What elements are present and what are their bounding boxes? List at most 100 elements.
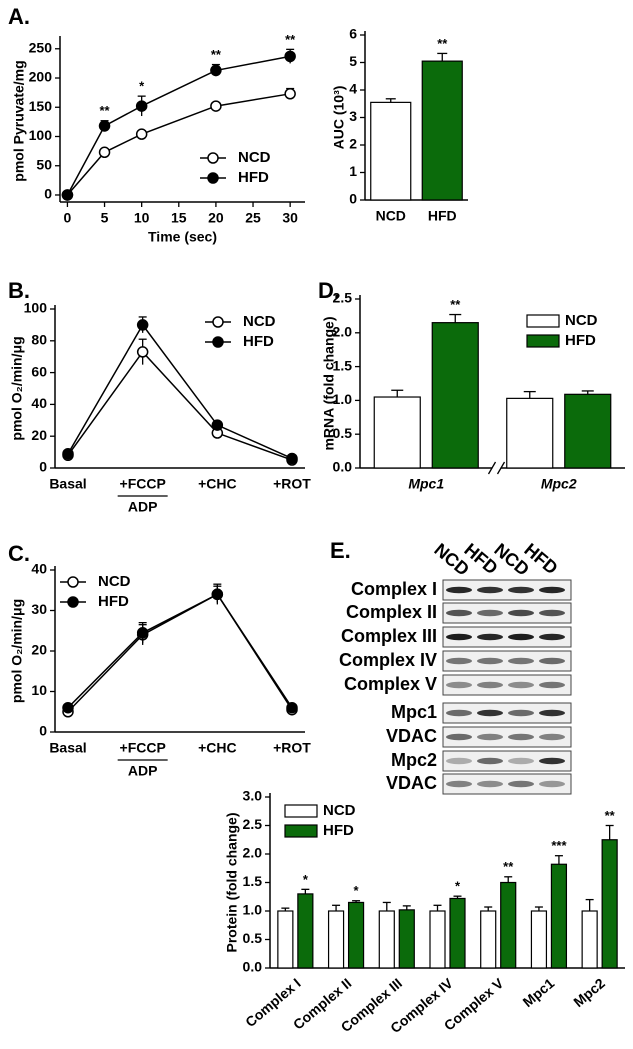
marker bbox=[284, 88, 296, 100]
legend-label: NCD bbox=[565, 312, 598, 329]
blot-row-label: Complex V bbox=[344, 674, 437, 694]
x-tick-label: 15 bbox=[171, 210, 187, 226]
y-axis-title: Protein (fold change) bbox=[224, 813, 240, 953]
blot-band bbox=[477, 609, 503, 617]
axis-break bbox=[487, 461, 497, 475]
bar bbox=[327, 910, 345, 969]
marker bbox=[136, 627, 149, 639]
bar bbox=[370, 101, 412, 201]
blot-strip bbox=[442, 579, 572, 601]
blot-band bbox=[446, 586, 472, 594]
x-tick-label: Mpc2 bbox=[541, 476, 577, 492]
legend-swatch bbox=[526, 314, 560, 328]
y-tick-label: 1.5 bbox=[333, 357, 353, 373]
significance-label: *** bbox=[551, 838, 567, 853]
blot-row-label: Complex IV bbox=[339, 650, 437, 670]
chart-panel: C. 0 10 20 30 40 pmol O₂/min/μg Basal +FCCP ADP +C… bbox=[8, 541, 311, 779]
legend-label: NCD bbox=[98, 573, 131, 590]
y-tick-label: 100 bbox=[24, 300, 48, 316]
y-tick-label: 40 bbox=[31, 395, 47, 411]
panel-label: C. bbox=[8, 541, 30, 566]
bar bbox=[581, 910, 598, 969]
legend-swatch bbox=[284, 824, 318, 838]
blot-band bbox=[446, 733, 472, 741]
bar bbox=[347, 901, 365, 969]
bar bbox=[297, 893, 314, 969]
bar bbox=[398, 909, 415, 969]
axis-break bbox=[496, 461, 506, 475]
blot-row-label: Mpc2 bbox=[391, 750, 437, 770]
blot-band bbox=[446, 657, 472, 665]
significance-label: ** bbox=[450, 297, 461, 312]
y-tick-label: 1.5 bbox=[243, 873, 263, 889]
blot-strip bbox=[442, 674, 572, 696]
y-tick-label: 2.5 bbox=[333, 290, 353, 306]
marker bbox=[135, 128, 148, 140]
y-tick-label: 1 bbox=[349, 163, 357, 179]
legend-swatch bbox=[284, 804, 318, 818]
blot-row-label: Complex I bbox=[351, 579, 437, 599]
x-tick-label: 10 bbox=[134, 210, 150, 226]
y-tick-label: 200 bbox=[29, 69, 53, 85]
legend-label: NCD bbox=[238, 149, 271, 166]
legend-label: HFD bbox=[565, 332, 596, 349]
marker bbox=[98, 120, 111, 132]
y-tick-label: 60 bbox=[31, 363, 47, 379]
blot-band bbox=[477, 757, 503, 765]
significance-label: * bbox=[139, 79, 145, 94]
legend-marker bbox=[212, 316, 224, 328]
legend-label: NCD bbox=[243, 313, 276, 330]
x-tick-label: Basal bbox=[49, 476, 86, 492]
marker bbox=[135, 100, 148, 112]
legend-swatch bbox=[526, 334, 560, 348]
blot-strip bbox=[442, 602, 572, 624]
blot-band bbox=[477, 586, 503, 594]
x-tick-label: 30 bbox=[282, 210, 298, 226]
blot-band bbox=[477, 633, 503, 641]
x-tick-label: 25 bbox=[245, 210, 261, 226]
y-tick-label: 10 bbox=[31, 682, 47, 698]
blot-band bbox=[446, 780, 472, 788]
blot-band bbox=[539, 657, 565, 665]
marker bbox=[98, 146, 111, 159]
y-tick-label: 150 bbox=[29, 98, 53, 114]
y-tick-label: 0.5 bbox=[243, 930, 263, 946]
y-tick-label: 5 bbox=[349, 53, 357, 69]
blot-band bbox=[477, 780, 503, 788]
x-tick-label: 5 bbox=[101, 210, 109, 226]
y-axis-title: pmol O₂/min/μg bbox=[9, 336, 25, 440]
series-line bbox=[67, 593, 293, 709]
blot-band bbox=[539, 633, 565, 641]
marker bbox=[136, 319, 149, 331]
blot-band bbox=[508, 609, 534, 617]
y-tick-label: 100 bbox=[29, 127, 53, 143]
y-axis-title: AUC (10³) bbox=[331, 86, 347, 150]
series-line bbox=[67, 593, 293, 713]
blot-band bbox=[446, 633, 472, 641]
y-tick-label: 0.0 bbox=[243, 959, 263, 975]
legend-marker bbox=[67, 576, 79, 588]
blot-row-label: Complex II bbox=[346, 602, 437, 622]
blot-strip bbox=[442, 626, 572, 648]
bar bbox=[429, 910, 446, 969]
x-tick-label: +FCCP bbox=[120, 476, 166, 492]
blot-band bbox=[477, 681, 503, 689]
blot-band bbox=[508, 780, 534, 788]
marker bbox=[210, 64, 222, 77]
bar bbox=[449, 897, 466, 969]
significance-label: ** bbox=[437, 36, 448, 51]
blot-band bbox=[539, 609, 565, 617]
marker bbox=[286, 701, 298, 714]
x-tick-label: 0 bbox=[64, 210, 72, 226]
blot-band bbox=[477, 709, 503, 717]
bar bbox=[500, 881, 517, 969]
legend-marker bbox=[207, 172, 219, 184]
bar bbox=[564, 393, 612, 469]
bar bbox=[431, 322, 479, 469]
series-line bbox=[67, 323, 293, 460]
blot-band bbox=[508, 757, 534, 765]
y-tick-label: 2.0 bbox=[243, 845, 263, 861]
y-tick-label: 40 bbox=[31, 561, 47, 577]
